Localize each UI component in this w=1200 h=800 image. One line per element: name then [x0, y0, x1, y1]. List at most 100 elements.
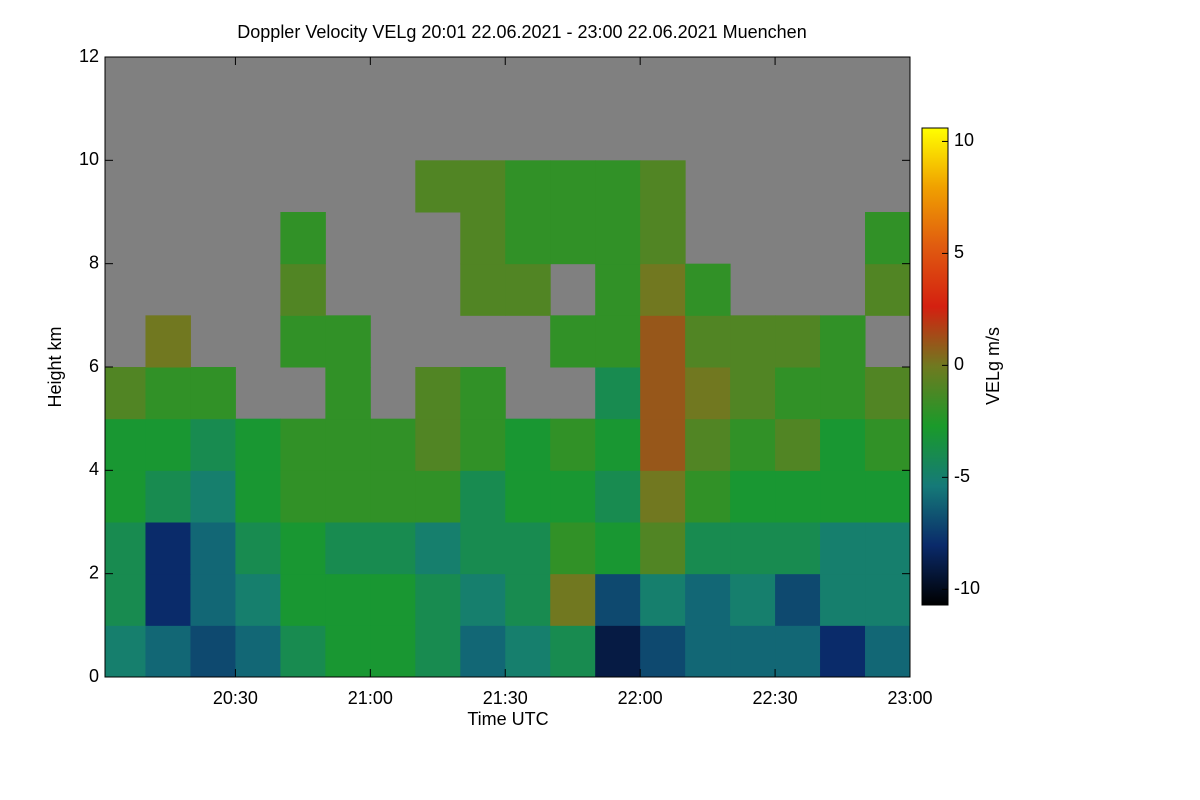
- heat-cell: [550, 418, 596, 471]
- heat-cell: [105, 573, 146, 626]
- heat-cell: [595, 367, 641, 420]
- heat-cell: [730, 522, 776, 575]
- heat-cell: [325, 418, 371, 471]
- heat-cell: [550, 212, 596, 265]
- heat-cell: [820, 625, 866, 678]
- heat-cell: [640, 160, 686, 213]
- heat-cell: [550, 470, 596, 523]
- heat-cell: [505, 160, 551, 213]
- x-tick-label: 21:30: [483, 688, 528, 708]
- heat-cell: [460, 470, 506, 523]
- heat-cell: [145, 625, 191, 678]
- heat-cell: [325, 522, 371, 575]
- heat-cell: [280, 418, 326, 471]
- heat-cell: [145, 367, 191, 420]
- heat-cell: [820, 367, 866, 420]
- heat-cell: [505, 625, 551, 678]
- y-tick-label: 12: [79, 46, 99, 66]
- heat-cell: [190, 573, 236, 626]
- y-tick-label: 0: [89, 666, 99, 686]
- heat-cell: [640, 418, 686, 471]
- heat-cell: [415, 522, 461, 575]
- colorbar-tick-label: 0: [954, 354, 964, 374]
- heat-cell: [145, 522, 191, 575]
- heat-cell: [865, 212, 911, 265]
- heat-cell: [640, 212, 686, 265]
- heat-cell: [595, 160, 641, 213]
- heat-cell: [460, 625, 506, 678]
- heat-cell: [505, 212, 551, 265]
- heat-cell: [460, 522, 506, 575]
- heat-cell: [595, 573, 641, 626]
- heat-cell: [685, 367, 731, 420]
- heat-cell: [190, 625, 236, 678]
- colorbar: [921, 127, 949, 606]
- heat-cell: [280, 625, 326, 678]
- heat-cell: [460, 160, 506, 213]
- heat-cell: [640, 315, 686, 368]
- heat-cell: [865, 470, 911, 523]
- heat-cell: [685, 315, 731, 368]
- heat-cell: [820, 573, 866, 626]
- heat-cell: [460, 263, 506, 316]
- colorbar-tick-label: -10: [954, 578, 980, 598]
- heat-cell: [595, 625, 641, 678]
- heat-cell: [460, 573, 506, 626]
- heat-cell: [145, 315, 191, 368]
- y-tick-label: 6: [89, 356, 99, 376]
- heat-cell: [595, 315, 641, 368]
- heat-cell: [460, 367, 506, 420]
- heat-cell: [730, 367, 776, 420]
- heat-cell: [685, 573, 731, 626]
- heat-cell: [415, 625, 461, 678]
- heat-cell: [550, 625, 596, 678]
- heat-cell: [640, 263, 686, 316]
- heat-cell: [325, 573, 371, 626]
- heat-cell: [865, 573, 911, 626]
- heat-cell: [775, 625, 821, 678]
- colorbar-tick-label: 10: [954, 130, 974, 150]
- heat-cell: [415, 418, 461, 471]
- x-tick-label: 22:00: [618, 688, 663, 708]
- heat-cell: [865, 367, 911, 420]
- heat-cell: [820, 470, 866, 523]
- heat-cell: [775, 315, 821, 368]
- heat-cell: [820, 522, 866, 575]
- heat-cell: [730, 470, 776, 523]
- heat-cell: [595, 263, 641, 316]
- heat-cell: [280, 470, 326, 523]
- heat-cell: [775, 573, 821, 626]
- heat-cell: [595, 418, 641, 471]
- heat-cell: [370, 573, 416, 626]
- heat-cell: [505, 263, 551, 316]
- x-tick-label: 21:00: [348, 688, 393, 708]
- heat-cell: [235, 470, 281, 523]
- heat-cell: [550, 160, 596, 213]
- heat-cell: [640, 470, 686, 523]
- heat-cell: [460, 212, 506, 265]
- heat-cell: [370, 418, 416, 471]
- heat-cell: [640, 522, 686, 575]
- heat-cell: [685, 625, 731, 678]
- heat-cell: [685, 418, 731, 471]
- heat-cell: [685, 522, 731, 575]
- x-tick-label: 22:30: [753, 688, 798, 708]
- heat-cell: [190, 367, 236, 420]
- x-tick-label: 20:30: [213, 688, 258, 708]
- heat-cell: [685, 263, 731, 316]
- heat-cell: [235, 522, 281, 575]
- heat-cell: [105, 418, 146, 471]
- heat-cell: [550, 315, 596, 368]
- heat-cell: [595, 212, 641, 265]
- heat-cell: [775, 470, 821, 523]
- heat-cell: [685, 470, 731, 523]
- heat-cell: [280, 212, 326, 265]
- heat-cell: [325, 625, 371, 678]
- heat-cell: [460, 418, 506, 471]
- heat-cell: [775, 367, 821, 420]
- heat-cell: [640, 573, 686, 626]
- heat-cell: [370, 522, 416, 575]
- heat-cell: [775, 418, 821, 471]
- heat-cell: [865, 263, 911, 316]
